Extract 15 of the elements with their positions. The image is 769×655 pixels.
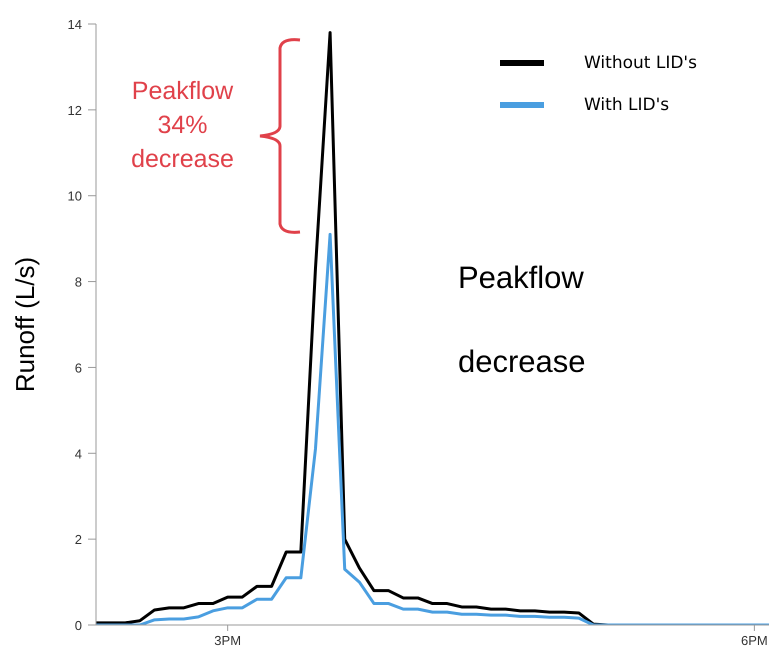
annotation: Peakflow 34% decrease [130, 76, 235, 175]
x-tick-label: 3PM [214, 633, 242, 648]
y-tick-label: 2 [74, 532, 82, 548]
y-tick-label: 14 [68, 17, 82, 32]
y-tick-label: 6 [74, 360, 82, 376]
text: Peakflow decrease [458, 260, 586, 379]
legend-label: Without LID's [584, 53, 697, 73]
y-tick-label: 8 [74, 274, 82, 290]
y-tick-label: 10 [68, 188, 82, 204]
y-axis-title: Runoff (L/s) [10, 256, 40, 392]
x-tick-label: 6PM [741, 633, 768, 648]
y-tick-label: 12 [68, 102, 82, 118]
legend-label: With LID's [584, 95, 670, 115]
y-tick-label: 0 [74, 618, 82, 633]
y-tick-label: 4 [74, 446, 82, 462]
